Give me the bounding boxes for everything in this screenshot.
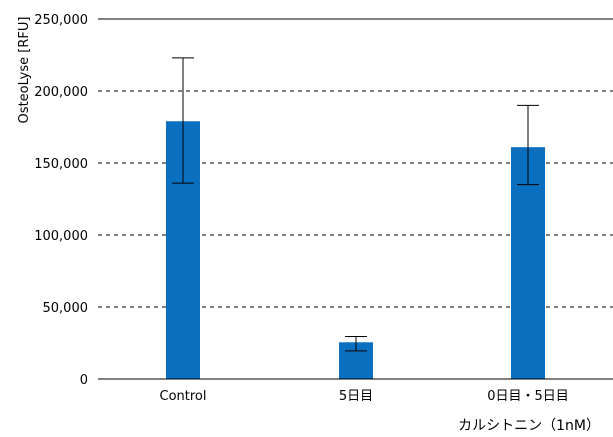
x-category-labels: Control 5日目 0日目・5日目 (160, 389, 569, 404)
x-category-label: Control (160, 389, 207, 404)
bars (166, 121, 545, 380)
x-category-label: 0日目・5日目 (487, 389, 569, 404)
error-bars (172, 57, 539, 352)
x-axis-title: カルシトニン（1nM） (458, 418, 600, 434)
y-tick-label: 0 (80, 373, 88, 388)
y-tick-label: 250,000 (34, 13, 88, 28)
bar (511, 147, 545, 379)
y-tick-label: 50,000 (43, 301, 89, 316)
y-tick-label: 150,000 (34, 157, 88, 172)
y-tick-label: 100,000 (34, 229, 88, 244)
x-category-label: 5日目 (339, 389, 373, 404)
y-axis-title: OsteoLyse [RFU] (17, 17, 32, 124)
y-tick-label: 200,000 (34, 85, 88, 100)
y-tick-labels: 0 50,000 100,000 150,000 200,000 250,000 (34, 13, 88, 388)
grid-lines (98, 18, 613, 308)
